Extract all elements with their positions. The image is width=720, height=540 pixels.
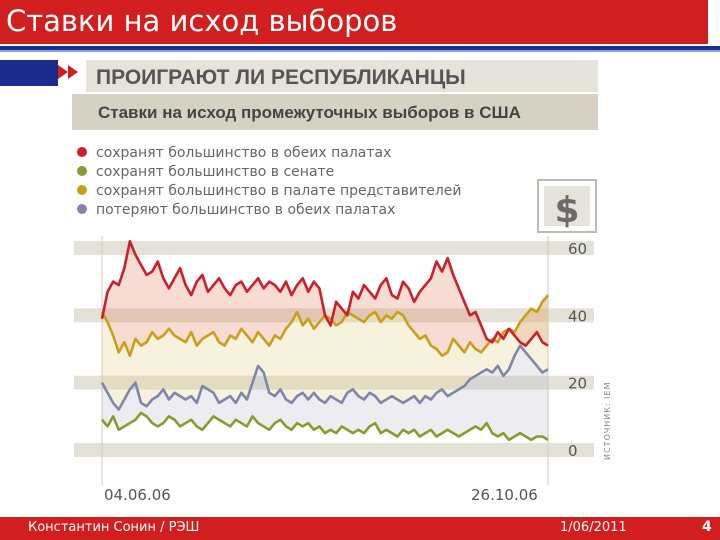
y-tick-label: 40 [568,307,587,325]
footer-author: Константин Сонин / РЭШ [28,520,200,535]
headline-band [86,60,598,92]
source-label: ИСТОЧНИК: IEM [603,382,612,460]
legend-marker-gold [77,185,87,195]
grid-band [74,241,594,255]
title-accent-shadow [0,50,720,52]
subtitle-band [72,94,598,130]
chart-subtitle: Ставки на исход промежуточных выборов в … [98,103,521,122]
legend: сохранят большинство в обеих палатах сох… [77,145,462,218]
slide-title-bar [0,0,708,44]
dollar-icon: $ [537,179,597,233]
fill-red-gold [102,241,548,356]
chart-title: ПРОИГРАЮТ ЛИ РЕСПУБЛИКАНЦЫ [96,66,466,89]
line-series-olive [100,411,549,442]
legend-label-4: потеряют большинство в обеих палатах [96,202,395,218]
title-accent-line [0,46,720,50]
y-tick-label: 0 [568,442,578,460]
line-series-red [100,239,549,347]
legend-marker-grey [77,204,87,214]
blue-accent-block [0,60,58,86]
legend-label-1: сохранят большинство в обеих палатах [96,145,391,161]
legend-label-3: сохранят большинство в палате представит… [96,183,462,199]
x-end-label: 26.10.06 [471,486,538,504]
page-number: 4 [702,519,712,535]
line-series-grey [100,344,549,411]
slide-title: Ставки на исход выборов [6,4,398,38]
grid-band [74,443,594,457]
legend-marker-olive [77,166,87,176]
footer-bar [0,517,720,540]
legend-label-2: сохранят большинство в сенате [96,164,334,180]
footer-date: 1/06/2011 [560,520,627,535]
y-tick-label: 60 [568,240,587,258]
arrow-icon [68,65,78,79]
y-tick-label: 20 [568,375,587,393]
legend-marker-red [77,147,87,157]
svg-text:$: $ [554,190,579,231]
arrow-icon [58,65,68,79]
fill-gold-grey [102,295,548,410]
x-start-label: 04.06.06 [104,486,171,504]
